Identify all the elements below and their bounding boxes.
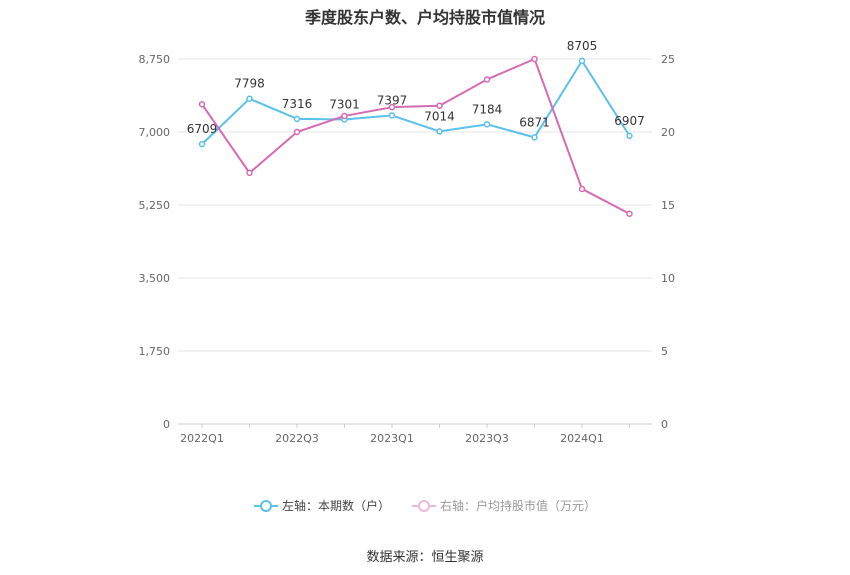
- right-axis-tick-label: 15: [661, 199, 675, 212]
- left-axis-tick-label: 1,750: [139, 345, 171, 358]
- x-axis-tick-label: 2023Q3: [465, 432, 509, 445]
- left-axis-tick-label: 7,000: [139, 126, 171, 139]
- right-axis-tick-label: 10: [661, 272, 675, 285]
- left-axis-tick-label: 3,500: [139, 272, 171, 285]
- series-line-right: [201, 58, 630, 215]
- data-point-left: [293, 115, 301, 123]
- right-axis-tick-label: 20: [661, 126, 675, 139]
- data-label: 7184: [472, 102, 503, 116]
- data-label: 7301: [329, 97, 360, 111]
- x-axis-tick-label: 2023Q1: [370, 432, 414, 445]
- left-axis-tick-label: 5,250: [139, 199, 171, 212]
- data-label: 6907: [614, 114, 645, 128]
- data-point-right: [578, 185, 586, 193]
- series-line-left: [201, 59, 631, 145]
- data-point-right: [626, 210, 633, 218]
- data-point-left: [531, 134, 538, 141]
- legend-item-left-series[interactable]: 左轴：本期数（户）: [253, 497, 390, 514]
- data-label: 8705: [567, 39, 598, 53]
- x-axis-tick-label: 2022Q1: [180, 432, 224, 445]
- data-point-left: [483, 121, 491, 128]
- legend-swatch-pink: [412, 499, 436, 512]
- data-point-left: [578, 57, 586, 65]
- right-axis-tick-label: 25: [661, 53, 675, 66]
- chart-legend: 左轴：本期数（户） 右轴：户均持股市值（万元）: [0, 497, 850, 514]
- data-point-right: [246, 169, 253, 177]
- x-axis-tick-label: 2022Q3: [275, 432, 319, 445]
- data-point-right: [293, 128, 301, 136]
- data-source: 数据来源：恒生聚源: [366, 550, 484, 565]
- data-point-left: [626, 132, 633, 140]
- x-axis-tick-label: 2024Q1: [560, 432, 604, 445]
- data-point-right: [483, 76, 491, 83]
- legend-swatch-blue: [253, 499, 278, 512]
- data-label: 7397: [377, 93, 408, 107]
- data-point-left: [436, 128, 443, 135]
- data-label: 7798: [234, 77, 265, 91]
- left-axis-tick-label: 8,750: [139, 53, 171, 66]
- data-label: 6709: [187, 122, 218, 136]
- data-point-right: [388, 103, 396, 111]
- data-point-right: [436, 102, 443, 109]
- chart-title: 季度股东户数、户均持股市值情况: [304, 8, 545, 27]
- data-label: 7014: [424, 109, 455, 123]
- left-axis-tick-label: 0: [163, 418, 170, 431]
- data-point-right: [531, 55, 538, 63]
- right-axis-tick-label: 0: [661, 418, 668, 431]
- data-point-left: [388, 112, 396, 119]
- data-point-left: [246, 95, 253, 102]
- data-point-left: [198, 140, 206, 148]
- data-label: 6871: [519, 115, 550, 129]
- data-point-right: [341, 112, 348, 120]
- data-point-right: [198, 101, 206, 108]
- legend-item-right-series[interactable]: 右轴：户均持股市值（万元）: [412, 497, 596, 514]
- right-axis-tick-label: 5: [661, 345, 668, 358]
- legend-label-right-series: 右轴：户均持股市值（万元）: [440, 499, 597, 513]
- legend-label-left-series: 左轴：本期数（户）: [281, 499, 390, 513]
- data-label: 7316: [282, 97, 313, 111]
